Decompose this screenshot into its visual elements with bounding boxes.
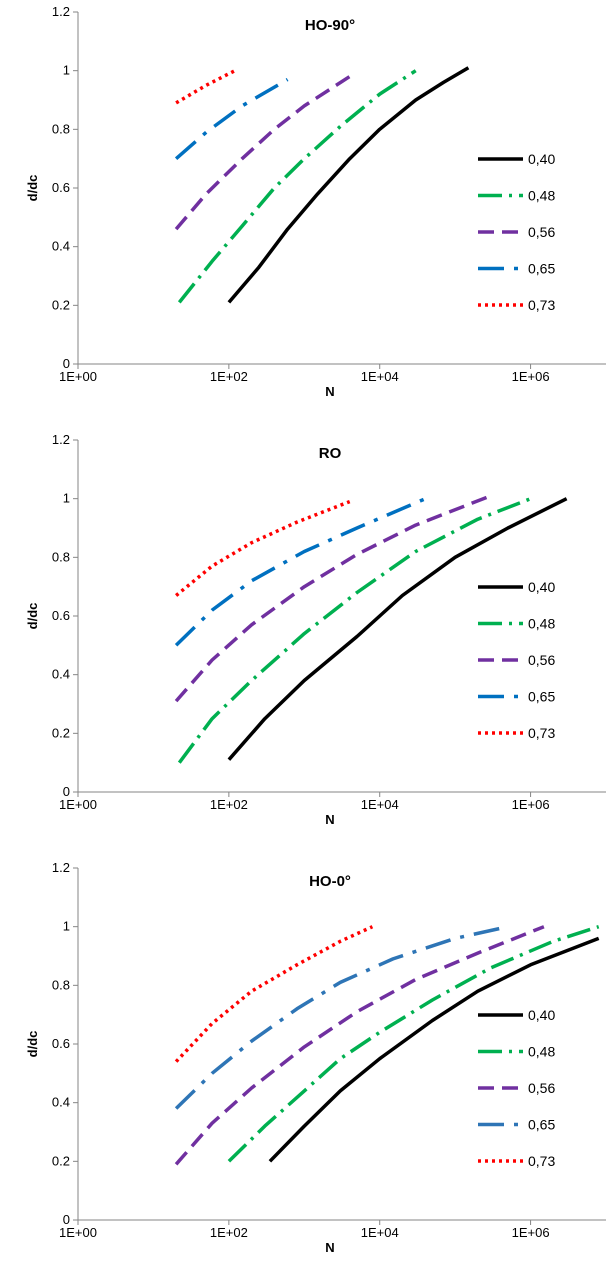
y-axis-title: d/dc — [25, 1031, 40, 1058]
legend-label: 0,48 — [528, 1044, 555, 1060]
legend-label: 0,40 — [528, 1007, 555, 1023]
x-tick-label: 1E+06 — [512, 1225, 550, 1240]
series-line-0-40 — [227, 497, 568, 761]
legend-label: 0,48 — [528, 616, 555, 632]
series-line-0-65 — [174, 77, 289, 161]
y-tick-label: 0.4 — [52, 239, 70, 254]
legend-label: 0,73 — [528, 725, 555, 741]
series-line-0-65 — [174, 494, 434, 647]
legend-label: 0,73 — [528, 1153, 555, 1169]
chart-title: HO-90° — [305, 17, 355, 34]
series-line-0-56 — [174, 925, 545, 1166]
y-tick-label: 1.2 — [52, 860, 70, 875]
y-tick-label: 1 — [63, 491, 70, 506]
chart-3: 0 0.2 0.4 0.6 0.8 1 1.2 1E+00 1E+02 1E+04 1E+06 Nd/… — [25, 860, 606, 1255]
series-line-0-73 — [174, 499, 351, 597]
x-tick-label: 1E+04 — [361, 797, 399, 812]
y-tick-label: 1 — [63, 919, 70, 934]
series-line-0-56 — [174, 75, 351, 231]
y-tick-label: 0.6 — [52, 180, 70, 195]
series-line-0-40 — [268, 936, 600, 1163]
legend-label: 0,40 — [528, 151, 555, 167]
y-tick-label: 0.8 — [52, 977, 70, 992]
legend-label: 0,73 — [528, 297, 555, 313]
y-tick-label: 0.2 — [52, 725, 70, 740]
series-line-0-56 — [174, 494, 492, 703]
series-line-0-73 — [175, 69, 236, 105]
legend-label: 0,56 — [528, 224, 555, 240]
y-axis-title: d/dc — [25, 175, 40, 202]
y-tick-label: 0.6 — [52, 1036, 70, 1051]
x-axis-title: N — [325, 1240, 334, 1255]
legend-label: 0,65 — [528, 1117, 555, 1133]
y-tick-label: 0.6 — [52, 608, 70, 623]
y-tick-label: 1.2 — [52, 4, 70, 19]
x-tick-label: 1E+04 — [361, 369, 399, 384]
series-line-0-48 — [177, 497, 532, 764]
y-axis-title: d/dc — [25, 603, 40, 630]
x-tick-label: 1E+00 — [59, 369, 97, 384]
chart-title: RO — [319, 445, 342, 462]
x-tick-label: 1E+00 — [59, 797, 97, 812]
y-tick-label: 0 — [63, 784, 70, 799]
legend-label: 0,65 — [528, 261, 555, 277]
x-tick-label: 1E+02 — [210, 797, 248, 812]
x-tick-label: 1E+02 — [210, 369, 248, 384]
x-tick-label: 1E+00 — [59, 1225, 97, 1240]
series-line-0-73 — [174, 925, 374, 1063]
legend-label: 0,48 — [528, 188, 555, 204]
x-axis-title: N — [325, 812, 334, 827]
chart-title: HO-0° — [309, 873, 351, 890]
y-tick-label: 0.4 — [52, 1095, 70, 1110]
y-tick-label: 1 — [63, 63, 70, 78]
chart-1: 0 0.2 0.4 0.6 0.8 1 1.2 1E+00 1E+02 1E+04 1E+06 Nd/… — [25, 4, 606, 399]
x-tick-label: 1E+06 — [512, 797, 550, 812]
y-tick-label: 0 — [63, 1212, 70, 1227]
chart-2: 0 0.2 0.4 0.6 0.8 1 1.2 1E+00 1E+02 1E+04 1E+06 Nd/… — [25, 432, 606, 827]
legend-label: 0,65 — [528, 689, 555, 705]
legend-label: 0,40 — [528, 579, 555, 595]
x-tick-label: 1E+06 — [512, 369, 550, 384]
y-tick-label: 0.8 — [52, 121, 70, 136]
series-line-0-48 — [227, 925, 600, 1163]
x-axis-title: N — [325, 384, 334, 399]
y-tick-label: 0.2 — [52, 297, 70, 312]
y-tick-label: 0 — [63, 356, 70, 371]
series-line-0-40 — [227, 66, 470, 304]
x-tick-label: 1E+04 — [361, 1225, 399, 1240]
y-tick-label: 0.8 — [52, 549, 70, 564]
y-tick-label: 0.4 — [52, 667, 70, 682]
series-line-0-48 — [177, 69, 417, 304]
series-line-0-65 — [174, 924, 509, 1110]
x-tick-label: 1E+02 — [210, 1225, 248, 1240]
legend-label: 0,56 — [528, 1080, 555, 1096]
y-tick-label: 0.2 — [52, 1153, 70, 1168]
legend-label: 0,56 — [528, 652, 555, 668]
y-tick-label: 1.2 — [52, 432, 70, 447]
